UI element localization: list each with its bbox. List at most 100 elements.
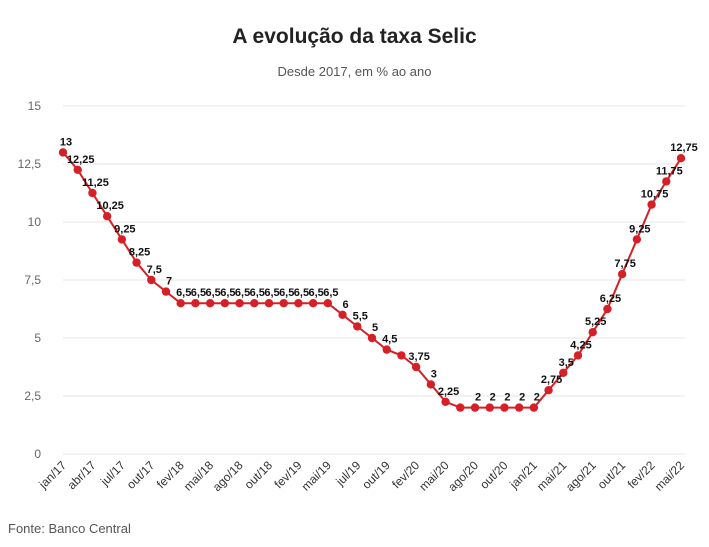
x-tick-label: jul/19 — [333, 458, 364, 489]
data-label: 6,5 — [235, 287, 250, 299]
x-tick-label: ago/21 — [563, 458, 599, 494]
data-label: 5,25 — [585, 316, 606, 328]
data-point — [294, 299, 303, 308]
data-label: 6,5 — [279, 287, 294, 299]
data-point — [382, 345, 391, 354]
chart-source: Fonte: Banco Central — [8, 521, 131, 536]
data-label: 6,5 — [205, 287, 220, 299]
data-point — [603, 304, 612, 314]
data-point — [205, 299, 215, 308]
x-tick-label: jan/17 — [35, 458, 69, 492]
data-label: 3,75 — [408, 351, 429, 363]
y-tick-label: 12,5 — [18, 157, 42, 171]
x-tick-label: out/18 — [242, 458, 276, 492]
data-point — [176, 299, 185, 308]
data-label: 6,25 — [600, 293, 621, 305]
x-tick-label: mai/18 — [181, 458, 217, 494]
x-tick-label: mai/20 — [416, 458, 452, 494]
data-point — [338, 310, 347, 319]
data-label: 7 — [166, 276, 172, 288]
data-point — [529, 403, 539, 412]
chart-title: A evolução da taxa Selic — [232, 25, 477, 48]
data-point — [426, 380, 436, 389]
data-point — [264, 299, 274, 308]
data-point — [559, 368, 568, 377]
data-point — [470, 403, 480, 412]
data-point — [514, 403, 524, 412]
data-point — [573, 351, 583, 360]
data-label: 6,5 — [308, 287, 323, 299]
data-point — [102, 212, 112, 221]
x-tick-label: mai/21 — [534, 458, 570, 494]
x-tick-label: abr/17 — [65, 458, 99, 492]
x-tick-label: out/19 — [359, 458, 393, 492]
x-tick-label: out/20 — [477, 458, 511, 492]
data-label: 10,25 — [96, 200, 124, 212]
data-label: 9,25 — [629, 223, 650, 235]
data-point — [485, 403, 494, 412]
data-label: 4,5 — [382, 334, 397, 346]
data-label: 6,5 — [191, 287, 206, 299]
x-tick-label: ago/18 — [210, 458, 246, 494]
data-label: 7,5 — [147, 264, 162, 276]
y-tick-label: 15 — [28, 99, 42, 113]
data-label: 3,5 — [559, 357, 574, 369]
data-label: 2 — [504, 392, 510, 404]
data-points — [58, 148, 686, 412]
data-point — [441, 397, 450, 406]
data-point — [88, 188, 97, 198]
data-point — [662, 177, 671, 186]
data-point — [647, 200, 656, 209]
chart-subtitle: Desde 2017, em % ao ano — [277, 64, 432, 79]
data-point — [58, 148, 68, 157]
data-point — [411, 362, 421, 372]
data-point — [588, 328, 597, 337]
data-point — [250, 299, 259, 308]
data-label: 2 — [519, 392, 525, 404]
data-point — [279, 299, 288, 308]
data-point — [147, 275, 156, 285]
x-tick-label: jan/21 — [506, 458, 540, 492]
data-label: 6,5 — [220, 287, 235, 299]
data-point — [367, 333, 377, 343]
data-point — [117, 235, 127, 244]
data-point — [544, 386, 553, 395]
y-tick-label: 7,5 — [24, 273, 41, 287]
data-label: 7,75 — [614, 258, 635, 270]
x-tick-label: out/17 — [124, 458, 158, 492]
data-point — [323, 299, 333, 308]
y-tick-label: 0 — [34, 447, 41, 461]
data-label: 12,25 — [67, 154, 95, 166]
y-tick-label: 10 — [28, 215, 42, 229]
data-point — [308, 299, 318, 308]
data-label: 11,25 — [82, 177, 109, 189]
data-point — [132, 258, 141, 267]
data-label: 4,25 — [570, 339, 591, 351]
data-label: 12,75 — [670, 142, 698, 154]
data-label: 11,75 — [656, 165, 683, 177]
x-tick-label: out/21 — [595, 458, 629, 492]
data-label: 2 — [534, 392, 540, 404]
data-point — [617, 270, 627, 279]
data-label: 6 — [343, 299, 349, 311]
data-point — [500, 403, 509, 412]
data-point — [632, 235, 642, 244]
data-point — [235, 299, 244, 308]
x-tick-label: jul/17 — [97, 458, 128, 489]
data-point — [191, 299, 200, 308]
x-tick-label: mai/19 — [299, 458, 335, 494]
data-label: 6,5 — [250, 287, 265, 299]
y-tick-label: 5 — [34, 331, 41, 345]
gridlines — [63, 105, 685, 455]
data-label: 6,5 — [323, 287, 338, 299]
data-label: 9,25 — [114, 223, 135, 235]
data-label: 2,75 — [541, 374, 562, 386]
y-axis-ticks: 0 2,5 5 7,5 10 12,5 15 — [18, 99, 42, 461]
data-point — [161, 287, 171, 296]
data-label: 5 — [372, 322, 378, 334]
data-label: 6,5 — [264, 287, 279, 299]
y-tick-label: 2,5 — [24, 389, 41, 403]
x-tick-label: mai/22 — [652, 458, 688, 494]
